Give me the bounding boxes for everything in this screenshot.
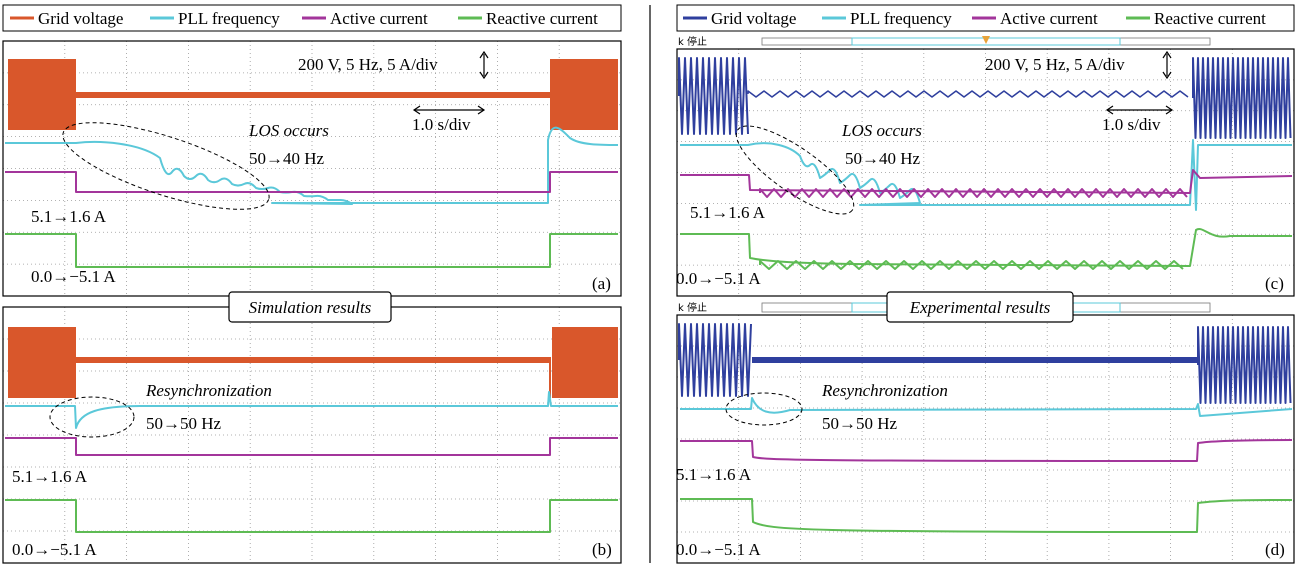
reactive-current-c-ripple (759, 260, 1184, 270)
legend-right-pll-frequency: PLL frequency (850, 9, 952, 28)
panel-d-annotations: Resynchronization 50→50 Hz 5.1→1.6 A 0.0… (676, 381, 1285, 559)
time-label-c: 1.0 s/div (1102, 115, 1161, 134)
panel-id-a: (a) (592, 274, 611, 293)
panel-frames (2, 40, 1295, 564)
active-current-c-ripple (759, 188, 1188, 198)
reactive-label-b: 0.0→−5.1 A (12, 540, 97, 559)
freq-label-d: 50→50 Hz (822, 414, 898, 433)
grid-voltage-c-off (747, 90, 1189, 98)
scope-status-d: k 停止 (678, 301, 707, 314)
time-label-a: 1.0 s/div (412, 115, 471, 134)
panel-c-annotations: 200 V, 5 Hz, 5 A/div 1.0 s/div LOS occur… (676, 50, 1284, 293)
legend-left-active-current: Active current (330, 9, 428, 28)
active-label-a: 5.1→1.6 A (31, 207, 107, 226)
legend-left: Grid voltage PLL frequency Active curren… (2, 4, 622, 32)
active-label-d: 5.1→1.6 A (676, 465, 752, 484)
simulation-banner-label: Simulation results (249, 298, 372, 317)
reactive-current-d (680, 498, 1293, 533)
waveforms (5, 57, 1293, 533)
pll-frequency-a (5, 126, 619, 205)
freq-label-b: 50→50 Hz (146, 414, 222, 433)
pll-frequency-d (680, 397, 1293, 417)
panel-id-c: (c) (1265, 274, 1284, 293)
scale-label-a: 200 V, 5 Hz, 5 A/div (298, 55, 438, 74)
experimental-banner: Experimental results (886, 291, 1074, 323)
event-label-c: LOS occurs (841, 121, 922, 140)
grid-voltage-c-pre (678, 57, 749, 135)
reactive-current-b (5, 499, 618, 533)
resync-ellipse-d (725, 392, 803, 426)
scale-label-c: 200 V, 5 Hz, 5 A/div (985, 55, 1125, 74)
panel-b-grid (2, 306, 622, 564)
scale-arrow-c (1162, 50, 1172, 80)
reactive-current-c (680, 227, 1292, 267)
active-current-a (5, 171, 618, 193)
active-label-c: 5.1→1.6 A (690, 203, 766, 222)
active-current-d (680, 439, 1293, 462)
panel-a-grid (2, 40, 622, 297)
freq-label-a: 50→40 Hz (249, 149, 325, 168)
trigger-marker-icon (982, 36, 990, 44)
legend-right-grid-voltage: Grid voltage (711, 9, 796, 28)
active-current-c (680, 169, 1293, 194)
legend-right: Grid voltage PLL frequency Active curren… (676, 4, 1295, 32)
freq-label-c: 50→40 Hz (845, 149, 921, 168)
scope-status-c: k 停止 (678, 35, 707, 48)
scope-strip-c: k 停止 (678, 35, 1211, 48)
resync-ellipse-b (49, 396, 135, 438)
pll-frequency-b (5, 391, 618, 429)
active-current-b (5, 437, 618, 456)
panel-a-annotations: 200 V, 5 Hz, 5 A/div 1.0 s/div LOS occur… (31, 50, 611, 293)
grid-voltage-d-off (752, 357, 1198, 363)
panel-id-b: (b) (592, 540, 612, 559)
grid-voltage-c-post (1192, 57, 1292, 139)
reactive-label-d: 0.0→−5.1 A (676, 540, 761, 559)
reactive-current-a (5, 233, 618, 268)
legend-left-pll-frequency: PLL frequency (178, 9, 280, 28)
scale-arrow-a (479, 50, 489, 80)
event-label-d: Resynchronization (821, 381, 948, 400)
panel-id-d: (d) (1265, 540, 1285, 559)
legend-right-reactive-current: Reactive current (1154, 9, 1266, 28)
simulation-banner: Simulation results (228, 291, 392, 323)
experimental-banner-label: Experimental results (909, 298, 1051, 317)
grid-voltage-d-post (1197, 326, 1292, 404)
time-arrow-a (412, 105, 486, 115)
grid-voltage-b-post (552, 327, 618, 398)
active-label-b: 5.1→1.6 A (12, 467, 88, 486)
legend-right-active-current: Active current (1000, 9, 1098, 28)
reactive-label-c: 0.0→−5.1 A (676, 269, 761, 288)
pll-frequency-c (680, 139, 1292, 211)
grid-voltage-a-off (76, 92, 550, 98)
grid-voltage-a-post (550, 59, 618, 130)
grid-voltage-d-pre (678, 323, 752, 397)
event-label-b: Resynchronization (145, 381, 272, 400)
legend-left-reactive-current: Reactive current (486, 9, 598, 28)
los-ellipse-a (62, 122, 270, 210)
time-arrow-c (1105, 105, 1174, 115)
legend-left-grid-voltage: Grid voltage (38, 9, 123, 28)
grid-voltage-b-off (76, 357, 550, 363)
panel-b-annotations: Resynchronization 50→50 Hz 5.1→1.6 A 0.0… (12, 381, 612, 559)
grid-voltage-b-pre (8, 327, 76, 398)
reactive-label-a: 0.0→−5.1 A (31, 267, 116, 286)
los-ellipse-c (735, 125, 855, 215)
event-label-a: LOS occurs (248, 121, 329, 140)
grid-voltage-a-pre (8, 59, 76, 130)
